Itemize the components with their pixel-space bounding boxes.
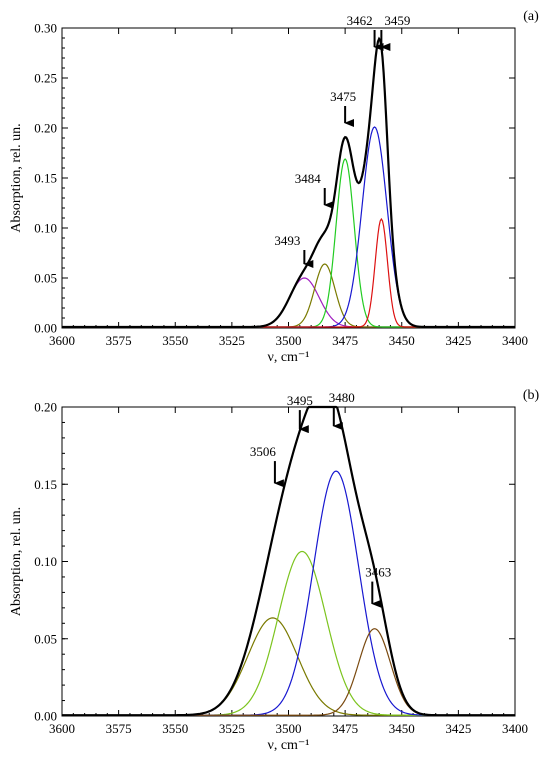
- y-tick-label: 0.10: [34, 554, 57, 569]
- x-tick-label: 3425: [445, 721, 471, 736]
- x-tick-label: 3575: [106, 721, 132, 736]
- peak-label: 3480: [329, 390, 355, 405]
- y-tick-label: 0.00: [34, 321, 57, 336]
- x-tick-label: 3600: [49, 721, 75, 736]
- panel-b: 3600 3575 3550 3525 3500 3475 3450 3425 3400 0.00…: [9, 388, 539, 753]
- y-tick-label: 0.15: [34, 171, 57, 186]
- x-tick-label: 3425: [445, 333, 471, 348]
- x-tick-label: 3525: [219, 333, 245, 348]
- y-tick-label: 0.05: [34, 631, 57, 646]
- x-axis-label: ν, cm⁻¹: [267, 350, 309, 365]
- plot-frame: [61, 406, 516, 717]
- x-tick-label: 3600: [49, 333, 75, 348]
- component-curve-3: [62, 470, 515, 716]
- y-tick-label: 0.05: [34, 271, 57, 286]
- x-tick-label: 3500: [276, 721, 302, 736]
- plot-frame: [61, 27, 516, 329]
- envelope-curve: [62, 36, 515, 329]
- peak-label: 3462: [347, 13, 373, 28]
- panel-label: (a): [523, 9, 539, 24]
- envelope-curve: [62, 405, 515, 717]
- x-tick-label: 3575: [106, 333, 132, 348]
- peak-label: 3475: [330, 89, 356, 104]
- y-tick-label: 0.10: [34, 221, 57, 236]
- component-curve-1: [62, 617, 515, 716]
- component-curve-4: [62, 628, 515, 716]
- x-axis-label: ν, cm⁻¹: [267, 738, 309, 753]
- y-tick-label: 0.20: [34, 400, 57, 415]
- x-tick-label: 3450: [389, 333, 415, 348]
- x-tick-label: 3475: [332, 333, 358, 348]
- peak-label: 3506: [250, 444, 277, 459]
- component-curve-2: [62, 550, 515, 716]
- y-axis-label: Absorption, rel. un.: [9, 123, 24, 232]
- y-axis-label: Absorption, rel. un.: [9, 507, 24, 616]
- peak-label: 3484: [295, 171, 322, 186]
- component-curve-1: [62, 277, 515, 328]
- panel-label: (b): [523, 388, 540, 403]
- peak-label: 3495: [287, 393, 313, 408]
- x-tick-label: 3450: [389, 721, 415, 736]
- peak-label: 3459: [384, 13, 410, 28]
- x-tick-label: 3500: [276, 333, 302, 348]
- x-tick-label: 3400: [502, 333, 528, 348]
- y-tick-label: 0.20: [34, 121, 57, 136]
- panel-a: 3600 3575 3550 3525 3500 3475 3450 3425 3400 0.00…: [9, 9, 539, 365]
- x-tick-label: 3550: [162, 333, 188, 348]
- component-curve-2: [62, 263, 515, 328]
- y-tick-label: 0.30: [34, 21, 57, 36]
- x-tick-label: 3525: [219, 721, 245, 736]
- x-tick-label: 3400: [502, 721, 528, 736]
- peak-label: 3463: [365, 565, 391, 580]
- y-tick-label: 0.25: [34, 71, 57, 86]
- peak-label: 3493: [274, 233, 300, 248]
- x-tick-label: 3550: [162, 721, 188, 736]
- y-tick-label: 0.15: [34, 477, 57, 492]
- x-tick-label: 3475: [332, 721, 358, 736]
- y-tick-label: 0.00: [34, 709, 57, 724]
